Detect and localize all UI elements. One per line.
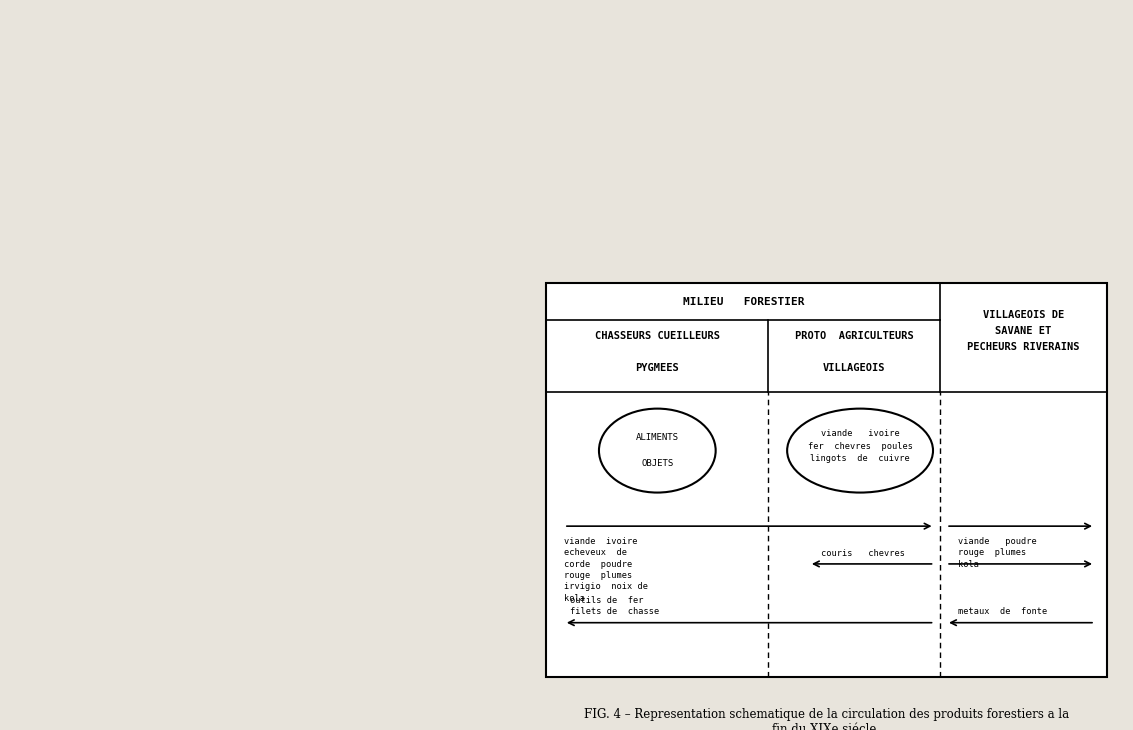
Text: CHASSEURS CUEILLEURS

PYGMEES: CHASSEURS CUEILLEURS PYGMEES — [595, 331, 719, 373]
Text: metaux  de  fonte: metaux de fonte — [957, 607, 1047, 616]
Text: MILIEU   FORESTIER: MILIEU FORESTIER — [682, 296, 804, 307]
Text: outils de  fer
filets de  chasse: outils de fer filets de chasse — [570, 596, 659, 616]
Text: couris   chevres: couris chevres — [820, 549, 904, 558]
Ellipse shape — [787, 409, 932, 493]
Text: viande   ivoire
fer  chevres  poules
lingots  de  cuivre: viande ivoire fer chevres poules lingots… — [808, 429, 912, 464]
Text: ALIMENTS

OBJETS: ALIMENTS OBJETS — [636, 433, 679, 468]
Text: VILLAGEOIS DE
SAVANE ET
PECHEURS RIVERAINS: VILLAGEOIS DE SAVANE ET PECHEURS RIVERAI… — [968, 310, 1080, 352]
Text: viande   poudre
rouge  plumes
kola: viande poudre rouge plumes kola — [957, 537, 1037, 569]
Text: FIG. 4 – Representation schematique de la circulation des produits forestiers a : FIG. 4 – Representation schematique de l… — [583, 708, 1070, 730]
Ellipse shape — [599, 409, 716, 493]
Text: PROTO  AGRICULTEURS

VILLAGEOIS: PROTO AGRICULTEURS VILLAGEOIS — [795, 331, 913, 373]
Text: viande  ivoire
echeveux  de
corde  poudre
rouge  plumes
irvigio  noix de
kola: viande ivoire echeveux de corde poudre r… — [564, 537, 648, 603]
